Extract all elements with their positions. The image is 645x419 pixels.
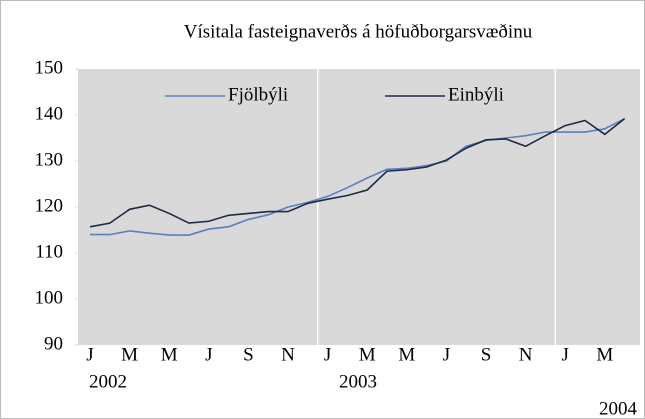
x-tick-label: M bbox=[398, 344, 415, 365]
x-tick-label: J bbox=[561, 344, 568, 365]
y-tick-label: 120 bbox=[35, 195, 64, 216]
y-tick-label: 90 bbox=[44, 333, 63, 354]
y-tick-label: 140 bbox=[35, 103, 64, 124]
year-label: 2003 bbox=[339, 371, 377, 392]
x-tick-label: S bbox=[243, 344, 254, 365]
x-tick-label: M bbox=[161, 344, 178, 365]
x-tick-label: M bbox=[596, 344, 613, 365]
plot-area bbox=[78, 69, 640, 345]
x-tick-label: N bbox=[519, 344, 533, 365]
chart-title: Vísitala fasteignaverðs á höfuðborgarsvæ… bbox=[184, 21, 533, 42]
y-tick-label: 150 bbox=[35, 57, 64, 78]
y-tick-label: 130 bbox=[35, 149, 64, 170]
y-tick-label: 110 bbox=[35, 241, 63, 262]
series-line bbox=[90, 117, 625, 236]
series-line bbox=[89, 118, 626, 228]
x-tick-label: J bbox=[205, 344, 212, 365]
legend-label: Fjölbýli bbox=[228, 84, 288, 105]
x-tick-label: M bbox=[359, 344, 376, 365]
y-tick-label: 100 bbox=[35, 287, 64, 308]
year-label: 2002 bbox=[89, 371, 127, 392]
legend-label: Einbýli bbox=[448, 84, 504, 105]
x-tick-label: M bbox=[121, 344, 138, 365]
x-tick-label: S bbox=[481, 344, 492, 365]
x-tick-label: J bbox=[86, 344, 93, 365]
x-tick-label: J bbox=[324, 344, 331, 365]
year-label: 2004 bbox=[599, 398, 638, 419]
x-tick-label: J bbox=[443, 344, 450, 365]
x-tick-label: N bbox=[281, 344, 295, 365]
